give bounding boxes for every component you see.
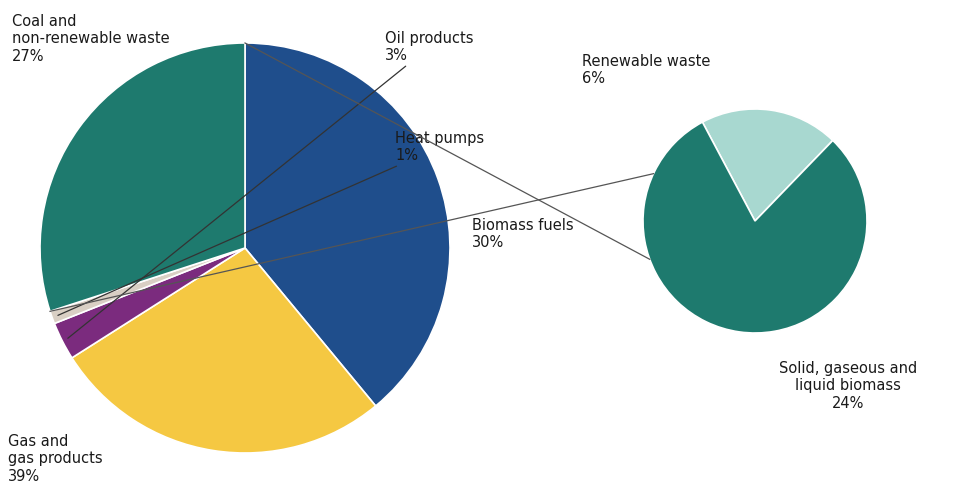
- Text: Renewable waste
6%: Renewable waste 6%: [582, 53, 711, 86]
- Text: Biomass fuels
30%: Biomass fuels 30%: [472, 218, 573, 250]
- Text: Gas and
gas products
39%: Gas and gas products 39%: [8, 434, 103, 484]
- Text: Solid, gaseous and
liquid biomass
24%: Solid, gaseous and liquid biomass 24%: [779, 361, 918, 411]
- Wedge shape: [50, 248, 245, 324]
- Wedge shape: [643, 122, 867, 333]
- Wedge shape: [54, 248, 245, 358]
- Wedge shape: [72, 248, 375, 453]
- Text: Heat pumps
1%: Heat pumps 1%: [58, 131, 484, 315]
- Wedge shape: [245, 43, 450, 406]
- Wedge shape: [703, 109, 833, 221]
- Text: Coal and
non-renewable waste
27%: Coal and non-renewable waste 27%: [12, 14, 170, 64]
- Wedge shape: [40, 43, 245, 312]
- Text: Oil products
3%: Oil products 3%: [68, 31, 473, 338]
